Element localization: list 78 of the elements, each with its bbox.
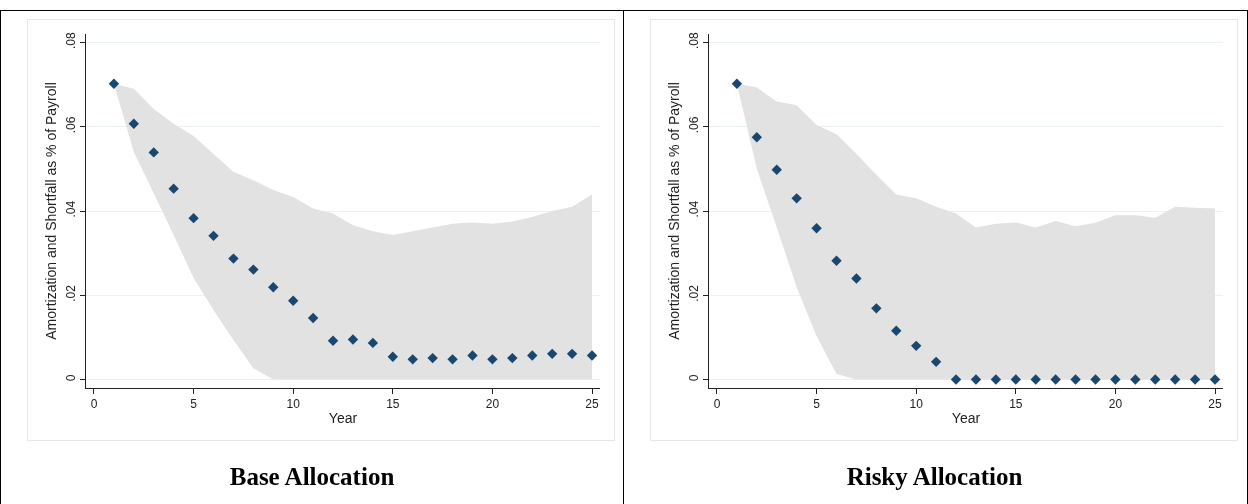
- point: [327, 335, 339, 346]
- point: [891, 325, 902, 336]
- point: [546, 348, 558, 360]
- y-tick-label: .02: [687, 284, 702, 302]
- point: [208, 230, 219, 242]
- x-tick-label: 15: [1009, 397, 1023, 412]
- point: [387, 351, 399, 363]
- x-tick-label: 20: [485, 397, 500, 412]
- point: [427, 352, 438, 364]
- point: [1189, 374, 1201, 385]
- y-tick-label: .04: [687, 200, 702, 218]
- point: [1090, 374, 1101, 385]
- point: [751, 132, 763, 143]
- y-axis-title: Amortization and Shortfall as % of Payroll: [665, 82, 682, 340]
- point: [831, 255, 842, 266]
- point: [586, 350, 598, 361]
- point: [910, 340, 922, 352]
- point: [527, 350, 538, 361]
- point: [811, 223, 822, 234]
- point: [108, 78, 120, 89]
- point: [487, 354, 498, 365]
- point: [1050, 374, 1061, 385]
- point: [871, 303, 882, 314]
- x-tick-label: 25: [1208, 397, 1223, 412]
- point: [1110, 374, 1121, 385]
- y-axis-title: Amortization and Shortfall as % of Payroll: [42, 82, 59, 340]
- point: [791, 193, 802, 204]
- point: [228, 253, 239, 264]
- point: [1130, 374, 1141, 385]
- point: [248, 264, 259, 275]
- x-tick-label: 10: [909, 397, 924, 412]
- point: [771, 164, 782, 175]
- text: Base Allocation: [228, 463, 396, 491]
- point: [347, 334, 359, 345]
- y-tick-label: 0: [64, 374, 79, 382]
- point: [950, 374, 962, 385]
- point: [467, 350, 478, 361]
- x-tick-label: 0: [713, 397, 721, 412]
- text: Risky Allocation: [845, 463, 1024, 491]
- point: [507, 352, 518, 364]
- point: [1209, 374, 1221, 385]
- point: [268, 282, 279, 293]
- y-tick-label: .06: [687, 116, 702, 134]
- point: [367, 337, 379, 349]
- x-tick-label: 15: [386, 397, 400, 412]
- x-axis-title: Year: [328, 409, 358, 426]
- point: [990, 374, 1002, 385]
- x-tick-label: 5: [190, 397, 198, 412]
- point: [1169, 374, 1181, 385]
- point: [1150, 374, 1161, 385]
- x-tick-label: 0: [90, 397, 98, 412]
- point: [447, 354, 458, 365]
- x-axis-title: Year: [951, 409, 981, 426]
- point: [731, 78, 743, 89]
- y-tick-label: .04: [64, 200, 79, 218]
- x-tick-label: 10: [286, 397, 301, 412]
- y-tick-label: .08: [687, 31, 702, 49]
- point: [851, 273, 862, 284]
- point: [188, 212, 199, 224]
- x-tick-label: 20: [1108, 397, 1123, 412]
- point: [128, 118, 140, 129]
- point: [1070, 374, 1081, 385]
- point: [307, 312, 319, 324]
- point: [1030, 374, 1041, 385]
- point: [970, 374, 982, 385]
- y-tick-label: 0: [687, 374, 702, 382]
- y-tick-label: .02: [64, 284, 79, 302]
- point: [930, 356, 942, 368]
- point: [1010, 374, 1022, 385]
- point: [148, 147, 159, 158]
- point: [287, 295, 299, 306]
- point: [407, 354, 418, 365]
- y-tick-label: .06: [64, 116, 79, 134]
- y-tick-label: .08: [64, 31, 79, 49]
- x-tick-label: 25: [585, 397, 600, 412]
- point: [566, 348, 578, 360]
- x-tick-label: 5: [813, 397, 821, 412]
- point: [168, 183, 179, 194]
